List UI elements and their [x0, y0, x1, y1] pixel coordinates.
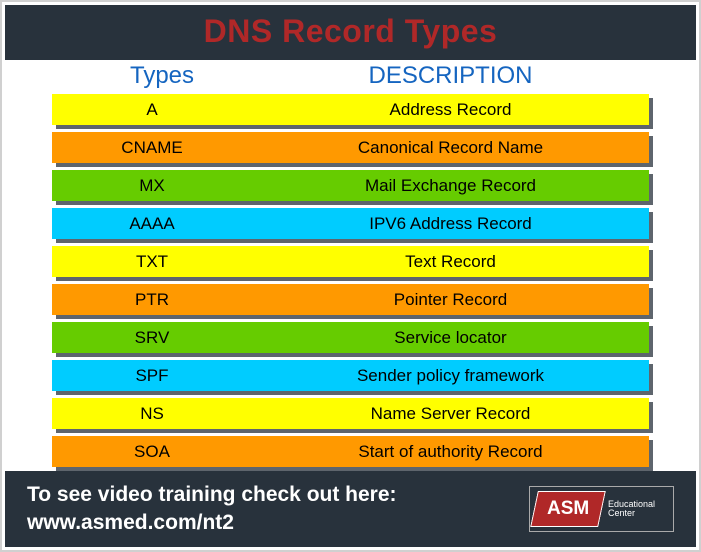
- header-types: Types: [62, 62, 262, 90]
- record-type: CNAME: [52, 138, 252, 158]
- record-description: Name Server Record: [252, 404, 649, 424]
- table-row: TXTText Record: [52, 246, 649, 277]
- record-description: Service locator: [252, 328, 649, 348]
- column-headers: Types DESCRIPTION: [62, 62, 639, 90]
- logo-subtitle: Educational Center: [608, 500, 655, 519]
- table-row: NSName Server Record: [52, 398, 649, 429]
- footer-line2: www.asmed.com/nt2: [27, 509, 529, 537]
- record-type: PTR: [52, 290, 252, 310]
- asm-logo: ASM Educational Center: [529, 486, 674, 532]
- footer-text: To see video training check out here: ww…: [27, 481, 529, 538]
- table-row: SPFSender policy framework: [52, 360, 649, 391]
- logo-sub-line2: Center: [608, 509, 655, 518]
- record-description: Sender policy framework: [252, 366, 649, 386]
- header-description: DESCRIPTION: [262, 62, 639, 90]
- record-description: IPV6 Address Record: [252, 214, 649, 234]
- record-description: Canonical Record Name: [252, 138, 649, 158]
- record-type: TXT: [52, 252, 252, 272]
- record-type: A: [52, 100, 252, 120]
- table-row: AAAAIPV6 Address Record: [52, 208, 649, 239]
- records-table: AAddress RecordCNAMECanonical Record Nam…: [2, 94, 699, 467]
- table-row: MXMail Exchange Record: [52, 170, 649, 201]
- table-row: PTRPointer Record: [52, 284, 649, 315]
- table-row: SRVService locator: [52, 322, 649, 353]
- record-type: NS: [52, 404, 252, 424]
- record-description: Text Record: [252, 252, 649, 272]
- record-description: Start of authority Record: [252, 442, 649, 462]
- table-row: SOAStart of authority Record: [52, 436, 649, 467]
- record-type: AAAA: [52, 214, 252, 234]
- title-bar: DNS Record Types: [5, 5, 696, 60]
- footer-bar: To see video training check out here: ww…: [5, 471, 696, 547]
- logo-brand-text: ASM: [547, 498, 589, 520]
- footer-line1: To see video training check out here:: [27, 481, 529, 509]
- record-description: Pointer Record: [252, 290, 649, 310]
- record-type: SPF: [52, 366, 252, 386]
- page-title: DNS Record Types: [5, 13, 696, 50]
- record-type: SOA: [52, 442, 252, 462]
- record-description: Address Record: [252, 100, 649, 120]
- record-type: SRV: [52, 328, 252, 348]
- table-row: CNAMECanonical Record Name: [52, 132, 649, 163]
- table-row: AAddress Record: [52, 94, 649, 125]
- record-description: Mail Exchange Record: [252, 176, 649, 196]
- logo-brand-badge: ASM: [530, 491, 606, 527]
- record-type: MX: [52, 176, 252, 196]
